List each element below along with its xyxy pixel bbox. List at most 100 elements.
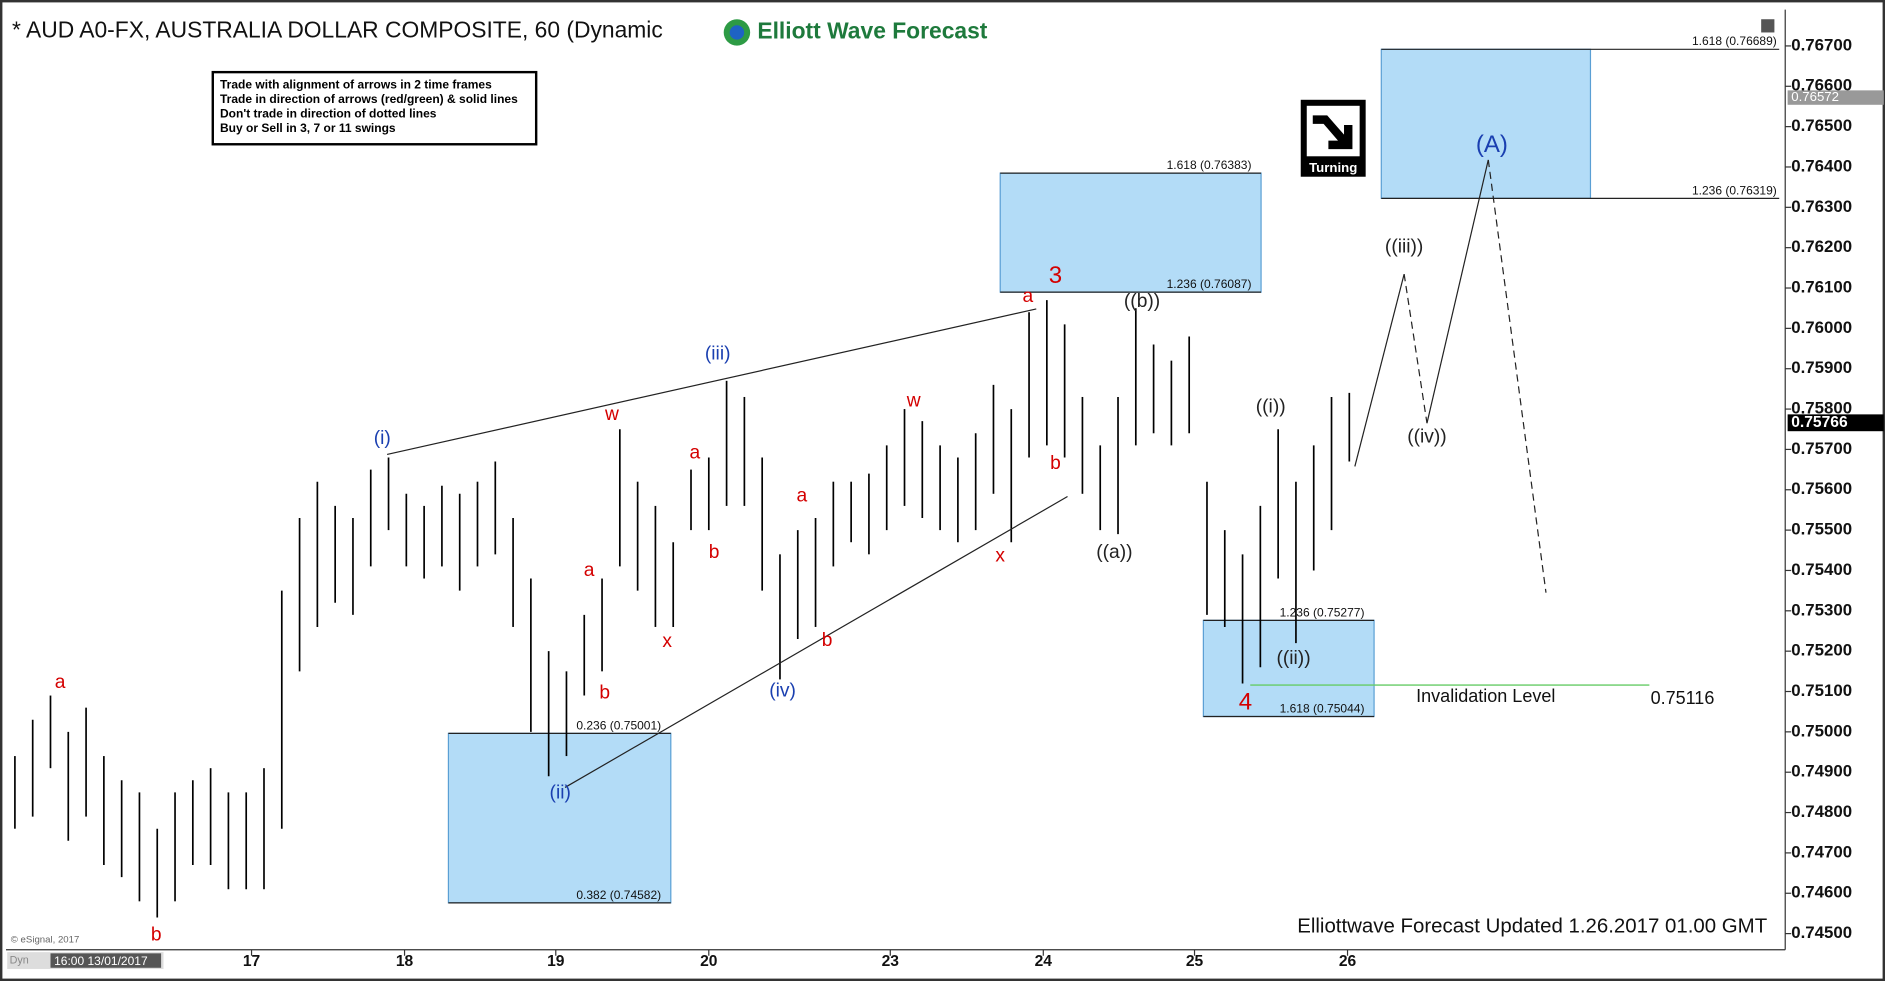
wave-label: a bbox=[1023, 286, 1034, 307]
wave-label: a bbox=[55, 672, 66, 693]
start-time: 16:00 13/01/2017 bbox=[54, 954, 148, 968]
wave-label: x bbox=[995, 546, 1005, 567]
y-tick-label: 0.75600 bbox=[1791, 479, 1852, 498]
y-tick-label: 0.75700 bbox=[1791, 439, 1852, 458]
y-tick-label: 0.76400 bbox=[1791, 156, 1852, 175]
x-tick-label: 17 bbox=[243, 953, 260, 970]
wave-label: x bbox=[662, 631, 672, 652]
wave-label: b bbox=[1050, 453, 1061, 474]
wave-label: a bbox=[796, 486, 807, 507]
fib-label: 1.618 (0.76383) bbox=[1167, 158, 1252, 172]
y-tick-label: 0.74700 bbox=[1791, 842, 1852, 861]
x-tick-label: 25 bbox=[1186, 953, 1204, 970]
wave-label: b bbox=[599, 683, 610, 704]
y-tick-label: 0.76600 bbox=[1791, 76, 1852, 95]
wave-label: (ii) bbox=[550, 783, 571, 804]
y-tick-label: 0.76200 bbox=[1791, 237, 1852, 256]
x-tick-label: 24 bbox=[1035, 953, 1053, 970]
wave-label: 4 bbox=[1239, 689, 1252, 716]
marker-price: 0.76572 bbox=[1791, 89, 1839, 104]
fib-label: 1.618 (0.76689) bbox=[1692, 34, 1777, 48]
y-tick-label: 0.75800 bbox=[1791, 399, 1852, 418]
last-price-box bbox=[1787, 414, 1884, 432]
y-tick-label: 0.76300 bbox=[1791, 197, 1852, 216]
fib-label: 1.236 (0.76319) bbox=[1692, 183, 1777, 197]
target-zone bbox=[1380, 48, 1592, 199]
y-tick-label: 0.74500 bbox=[1791, 923, 1852, 942]
turning-badge: Turning bbox=[1300, 99, 1366, 177]
x-tick-label: 20 bbox=[700, 953, 718, 970]
wave-label: ((ii)) bbox=[1276, 648, 1310, 669]
wave-lines bbox=[386, 159, 1547, 788]
wave-label: w bbox=[604, 404, 619, 425]
wave-label: ((iii)) bbox=[1385, 237, 1423, 258]
badge-label: Turning bbox=[1309, 160, 1357, 175]
wave-label: (A) bbox=[1476, 131, 1508, 158]
fib-label: 1.236 (0.76087) bbox=[1167, 277, 1252, 291]
target-zone bbox=[447, 732, 672, 904]
wave-label: ((a)) bbox=[1096, 542, 1132, 563]
y-tick-label: 0.74800 bbox=[1791, 802, 1852, 821]
last-price: 0.75766 bbox=[1791, 414, 1848, 431]
y-tick-label: 0.75300 bbox=[1791, 600, 1852, 619]
y-tick-label: 0.76000 bbox=[1791, 318, 1852, 337]
y-tick-label: 0.75100 bbox=[1791, 681, 1852, 700]
invalidation-value: 0.75116 bbox=[1651, 688, 1715, 708]
window-icon bbox=[1761, 19, 1775, 33]
y-tick-label: 0.75200 bbox=[1791, 641, 1852, 660]
start-time-box bbox=[50, 953, 162, 968]
y-tick-label: 0.75500 bbox=[1791, 520, 1852, 539]
badge-arrow bbox=[1312, 115, 1353, 150]
fib-label: 1.618 (0.75044) bbox=[1280, 701, 1365, 715]
wave-label: (iii) bbox=[705, 344, 731, 365]
wave-label: ((i)) bbox=[1256, 397, 1286, 418]
y-tick-label: 0.76700 bbox=[1791, 35, 1852, 54]
trend-line bbox=[386, 308, 1037, 456]
x-tick-label: 18 bbox=[396, 953, 414, 970]
y-tick-label: 0.75400 bbox=[1791, 560, 1852, 579]
logo-icon bbox=[729, 25, 745, 40]
wave-label: ((b)) bbox=[1124, 291, 1160, 312]
wave-label: 3 bbox=[1049, 262, 1062, 289]
wave-label: b bbox=[709, 542, 720, 563]
corner-label: Dyn bbox=[10, 954, 29, 966]
rules-box bbox=[211, 70, 538, 146]
brand: Elliott Wave Forecast bbox=[757, 17, 987, 43]
wave-label: a bbox=[584, 560, 595, 581]
y-tick-label: 0.75900 bbox=[1791, 358, 1852, 377]
projection-line bbox=[1487, 159, 1547, 593]
y-tick-label: 0.76500 bbox=[1791, 116, 1852, 135]
x-tick-label: 23 bbox=[882, 953, 900, 970]
x-tick-label: 19 bbox=[547, 953, 565, 970]
fib-label: 0.382 (0.74582) bbox=[576, 888, 661, 902]
target-zone bbox=[999, 172, 1262, 293]
invalidation-label: Invalidation Level bbox=[1416, 686, 1555, 706]
wave-label: b bbox=[822, 630, 833, 651]
wave-label: a bbox=[690, 442, 701, 463]
rule: Don't trade in direction of dotted lines bbox=[220, 106, 437, 120]
trend-line bbox=[564, 495, 1068, 788]
logo: Elliott Wave Forecast bbox=[723, 17, 988, 46]
y-tick-label: 0.75000 bbox=[1791, 721, 1852, 740]
footer: Elliottwave Forecast Updated 1.26.2017 0… bbox=[1297, 915, 1767, 937]
projection-line bbox=[1426, 159, 1489, 424]
rule: Buy or Sell in 3, 7 or 11 swings bbox=[220, 121, 396, 135]
marker-price-box bbox=[1787, 90, 1884, 105]
wave-label: w bbox=[906, 391, 921, 412]
rule: Trade with alignment of arrows in 2 time… bbox=[220, 78, 492, 92]
y-tick-label: 0.76100 bbox=[1791, 277, 1852, 296]
y-tick-label: 0.74900 bbox=[1791, 762, 1852, 781]
zones: 0.236 (0.75001) 0.382 (0.74582) 1.618 (0.7… bbox=[447, 34, 1780, 904]
fib-label: 0.236 (0.75001) bbox=[576, 718, 661, 732]
rule: Trade in direction of arrows (red/green)… bbox=[220, 92, 518, 106]
copyright: © eSignal, 2017 bbox=[11, 935, 80, 946]
wave-label: b bbox=[151, 924, 162, 945]
y-tick-label: 0.74600 bbox=[1791, 883, 1852, 902]
fib-label: 1.236 (0.75277) bbox=[1280, 605, 1365, 619]
price-bars bbox=[14, 300, 1351, 918]
wave-label: ((iv)) bbox=[1407, 427, 1446, 448]
